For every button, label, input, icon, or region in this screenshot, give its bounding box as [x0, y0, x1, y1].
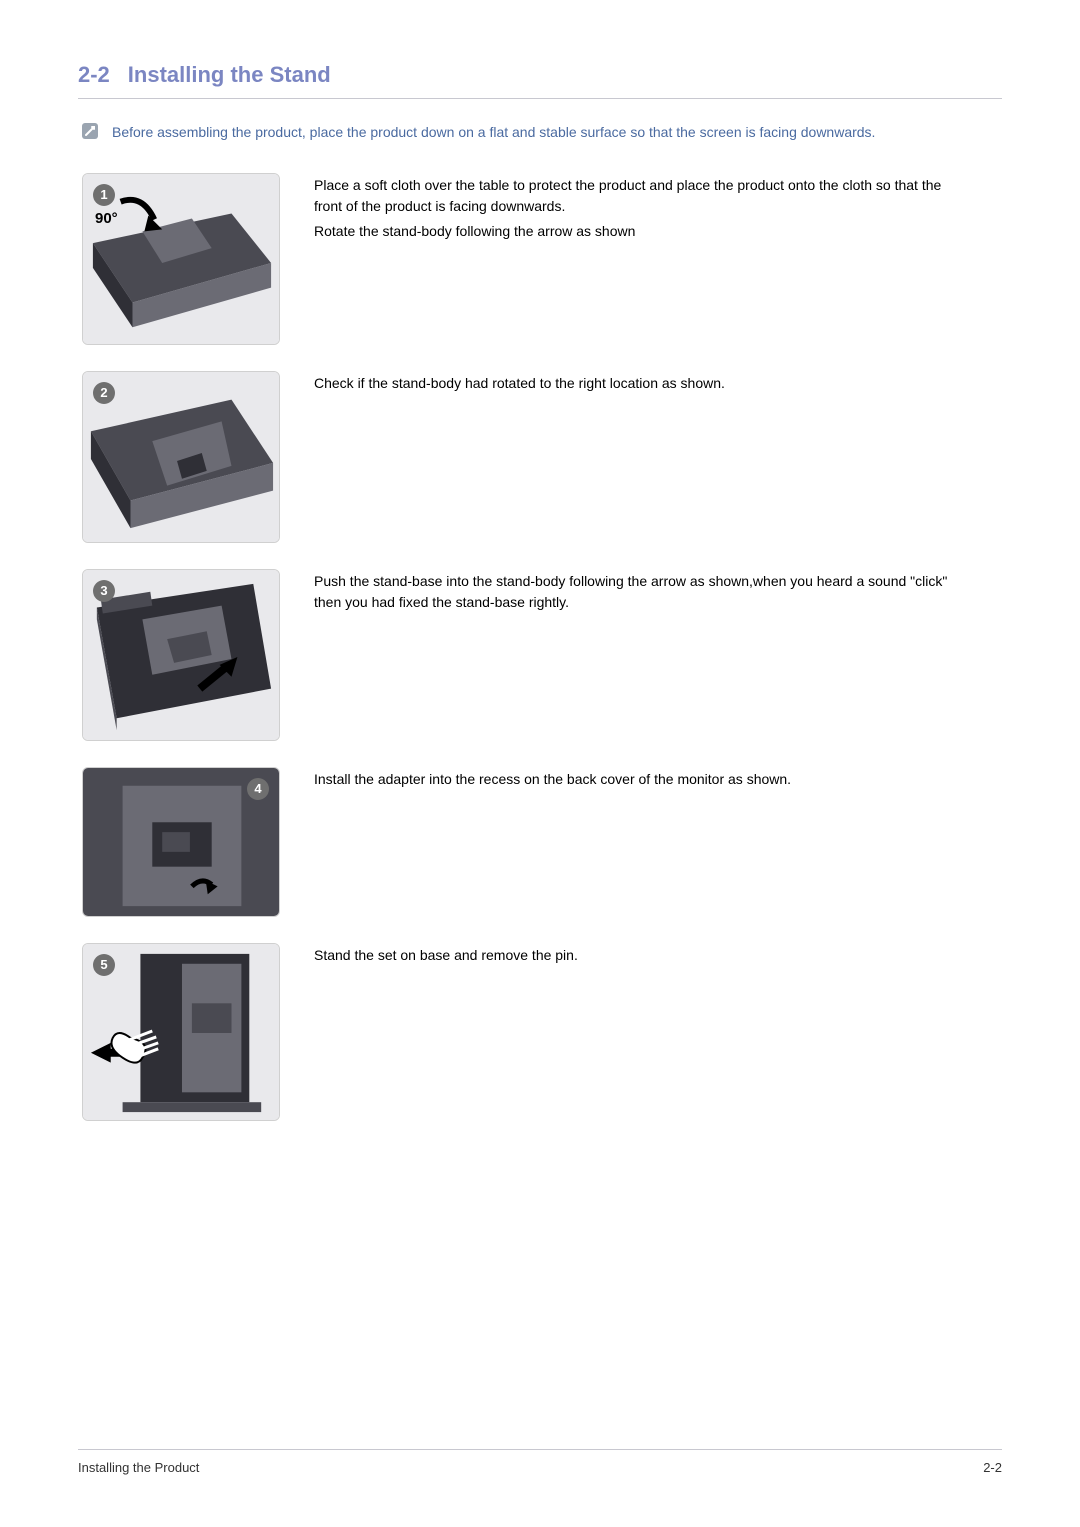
- step-badge-5: 5: [93, 954, 115, 976]
- step-1-text: Place a soft cloth over the table to pro…: [314, 173, 954, 246]
- note-callout: Before assembling the product, place the…: [82, 123, 1002, 143]
- steps-list: 1 90° Place a soft cloth over the table …: [82, 173, 1002, 1121]
- step-1-p1: Place a soft cloth over the table to pro…: [314, 175, 954, 217]
- heading-title: Installing the Stand: [128, 62, 331, 88]
- rotate-90-label: 90°: [95, 210, 118, 227]
- step-badge-1-label: 1: [100, 187, 107, 202]
- step-1: 1 90° Place a soft cloth over the table …: [82, 173, 1002, 345]
- step-4-p1: Install the adapter into the recess on t…: [314, 769, 791, 790]
- step-3-figure: 3: [82, 569, 280, 741]
- step-badge-3: 3: [93, 580, 115, 602]
- step-2-text: Check if the stand-body had rotated to t…: [314, 371, 725, 398]
- step-3-p1: Push the stand-base into the stand-body …: [314, 571, 954, 613]
- heading-number: 2-2: [78, 62, 110, 88]
- step-2: 2 Check if the stand-body had rotated to…: [82, 371, 1002, 543]
- step-1-p2: Rotate the stand-body following the arro…: [314, 221, 954, 242]
- step-badge-2-label: 2: [100, 385, 107, 400]
- step-4-figure: 4: [82, 767, 280, 917]
- step-badge-4-label: 4: [254, 781, 261, 796]
- step-4-text: Install the adapter into the recess on t…: [314, 767, 791, 794]
- step-5: 5 Stand the set on base and remove the p…: [82, 943, 1002, 1121]
- footer-left: Installing the Product: [78, 1460, 199, 1475]
- step-2-p1: Check if the stand-body had rotated to t…: [314, 373, 725, 394]
- page-footer: Installing the Product 2-2: [78, 1449, 1002, 1475]
- note-text: Before assembling the product, place the…: [112, 123, 875, 143]
- step-4: 4 Install the adapter into the recess on…: [82, 767, 1002, 917]
- step-3-text: Push the stand-base into the stand-body …: [314, 569, 954, 617]
- step-2-figure: 2: [82, 371, 280, 543]
- step-badge-5-label: 5: [100, 957, 107, 972]
- note-icon: [82, 123, 98, 139]
- footer-right: 2-2: [983, 1460, 1002, 1475]
- step-badge-3-label: 3: [100, 583, 107, 598]
- step-1-figure: 1 90°: [82, 173, 280, 345]
- step-badge-2: 2: [93, 382, 115, 404]
- step-5-figure: 5: [82, 943, 280, 1121]
- step-3: 3 Push the stand-base into the stand-bod…: [82, 569, 1002, 741]
- section-heading: 2-2 Installing the Stand: [78, 62, 1002, 99]
- step-5-p1: Stand the set on base and remove the pin…: [314, 945, 578, 966]
- step-5-text: Stand the set on base and remove the pin…: [314, 943, 578, 970]
- step-badge-1: 1: [93, 184, 115, 206]
- step-badge-4: 4: [247, 778, 269, 800]
